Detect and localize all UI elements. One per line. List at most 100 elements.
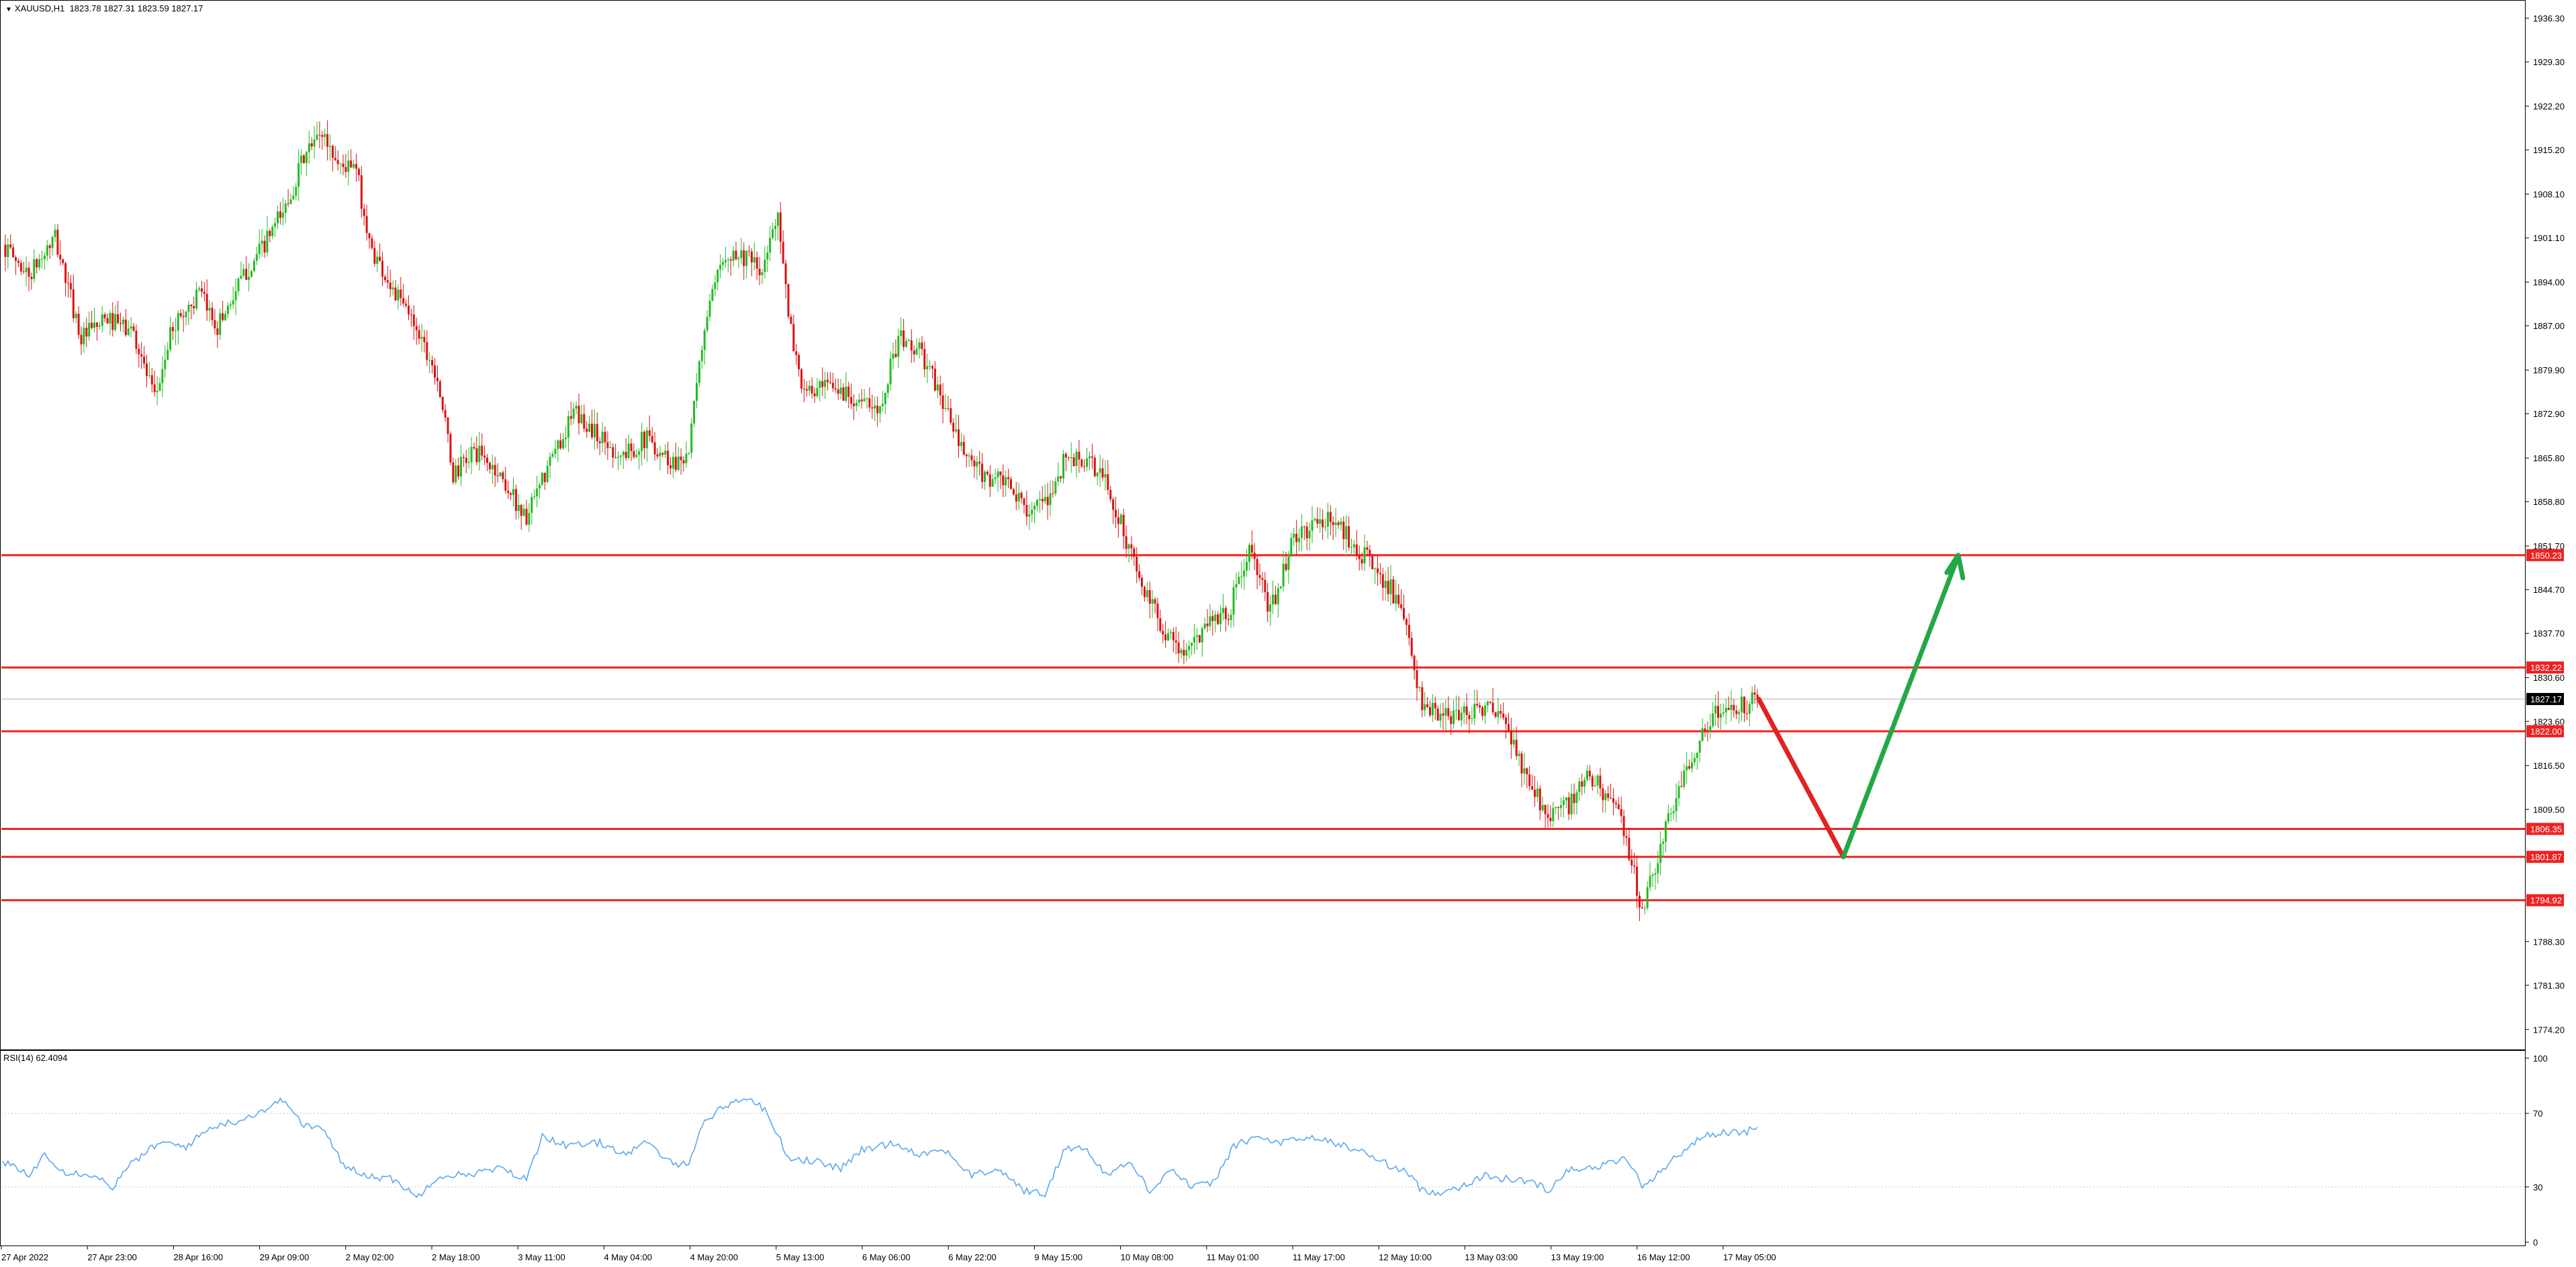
candle-body [475, 448, 478, 463]
candle [1479, 702, 1481, 714]
candle [410, 308, 412, 328]
candle [51, 235, 54, 256]
candle-body [567, 416, 569, 438]
candle [1080, 458, 1083, 468]
candle [1211, 610, 1214, 636]
candle-body [1036, 500, 1038, 506]
candle-body [83, 328, 85, 344]
candle-body [1625, 836, 1628, 838]
candle [1146, 581, 1148, 602]
candle [1457, 696, 1460, 721]
candle [95, 322, 98, 341]
candle [1285, 551, 1287, 572]
candle [300, 149, 303, 175]
candle [1243, 559, 1246, 590]
candle-body [1064, 453, 1067, 458]
candle [22, 261, 25, 275]
candle [798, 353, 800, 377]
candle [1491, 688, 1494, 716]
candle-body [960, 442, 962, 447]
candle-body [48, 245, 51, 248]
candle-body [1588, 770, 1591, 777]
candle [1198, 634, 1201, 644]
candle-body [1730, 704, 1733, 710]
candle-body [1502, 713, 1505, 718]
candle-body [543, 473, 546, 482]
candle [415, 317, 418, 345]
candle-body [1267, 592, 1269, 612]
candle-body [609, 447, 612, 449]
rsi-tick-label: 100 [2533, 1053, 2548, 1064]
candle-body [1617, 804, 1620, 809]
candle [1748, 701, 1751, 726]
candle [1588, 765, 1591, 781]
candle [146, 355, 148, 387]
candle [1408, 613, 1410, 646]
candle-body [539, 484, 541, 489]
candle [1444, 700, 1447, 731]
candle [46, 240, 48, 261]
candle-body [350, 160, 353, 168]
candle-body [761, 272, 764, 275]
candle [205, 279, 208, 321]
candle-body [1089, 456, 1091, 459]
candle [250, 269, 252, 278]
candle-body [1224, 608, 1227, 620]
candle-body [1691, 762, 1693, 769]
candle-body [261, 240, 263, 244]
candle-body [234, 291, 237, 301]
candle [1641, 900, 1643, 910]
candle [661, 453, 664, 458]
candle [1612, 788, 1614, 816]
candle-body [782, 242, 784, 264]
candle [72, 274, 75, 323]
candle [1117, 508, 1119, 538]
candle-body [1743, 696, 1745, 714]
candle [583, 404, 586, 432]
candle-body [1329, 512, 1332, 522]
candle [674, 442, 677, 473]
candle [1272, 580, 1274, 614]
candle [426, 330, 428, 366]
candle [357, 167, 360, 181]
candle-body [1167, 632, 1169, 641]
candle-body [135, 330, 138, 349]
candle [1567, 792, 1570, 820]
candle [824, 371, 827, 399]
candle [1305, 522, 1308, 551]
candle-body [703, 330, 706, 350]
candle [1290, 532, 1293, 557]
candle-body [1305, 526, 1308, 538]
candle [1730, 690, 1733, 722]
candle-body [1531, 786, 1534, 790]
candle [339, 162, 342, 174]
time-tick-label: 13 May 19:00 [1551, 1252, 1604, 1262]
candle [1326, 502, 1329, 539]
candle [1156, 598, 1159, 631]
candle-body [1526, 768, 1528, 775]
rsi-tick-label: 70 [2533, 1109, 2542, 1119]
candle-body [310, 143, 313, 147]
candle-body [342, 163, 344, 167]
candle [696, 373, 698, 408]
candle-body [598, 441, 601, 444]
candle [313, 126, 316, 159]
candle-body [866, 398, 868, 400]
candle-body [1633, 865, 1636, 867]
candle [245, 256, 248, 281]
candle [559, 433, 562, 451]
candle-body [578, 406, 580, 424]
candle [1379, 563, 1381, 585]
candle-body [1562, 800, 1565, 806]
candle-body [827, 379, 829, 383]
candle-body [863, 398, 866, 402]
candle [295, 183, 297, 201]
candle-body [740, 250, 743, 259]
dropdown-triangle-icon[interactable]: ▼ [5, 6, 12, 13]
candle [7, 238, 9, 269]
candle [271, 224, 274, 240]
candle [965, 453, 968, 468]
candle-body [394, 287, 397, 301]
candle [921, 336, 923, 356]
candle [981, 453, 984, 489]
